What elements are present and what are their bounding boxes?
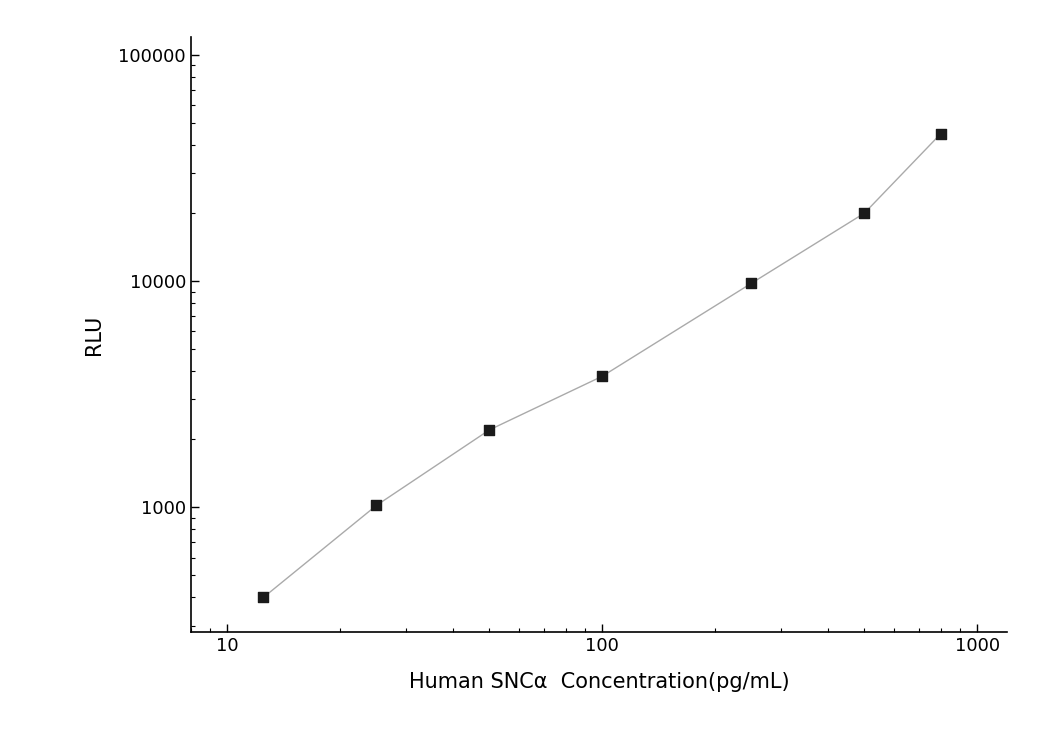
Point xyxy=(743,278,760,289)
Point xyxy=(933,127,950,139)
Point xyxy=(481,424,498,436)
Point xyxy=(594,371,611,382)
Y-axis label: RLU: RLU xyxy=(85,315,105,355)
Point xyxy=(255,591,272,603)
X-axis label: Human SNCα  Concentration(pg/mL): Human SNCα Concentration(pg/mL) xyxy=(408,672,790,692)
Point xyxy=(855,208,872,219)
Point xyxy=(368,499,385,511)
